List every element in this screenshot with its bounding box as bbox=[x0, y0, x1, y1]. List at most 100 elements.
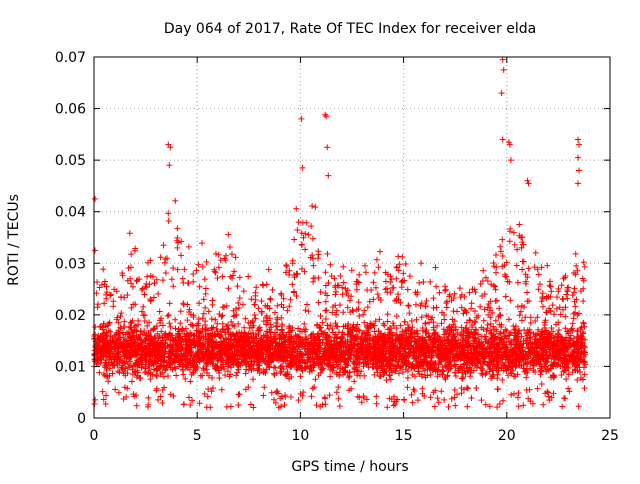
data-point-4671 bbox=[459, 375, 465, 381]
data-point-688 bbox=[400, 278, 406, 284]
data-point-213 bbox=[432, 403, 438, 409]
data-point-2364 bbox=[236, 392, 242, 398]
data-point-4273 bbox=[145, 395, 151, 401]
data-point-2748 bbox=[220, 304, 226, 310]
data-point-2119 bbox=[243, 370, 249, 376]
data-point-888 bbox=[264, 281, 270, 287]
data-point-416 bbox=[283, 262, 289, 268]
data-point-4392 bbox=[515, 280, 521, 286]
data-point-4607 bbox=[278, 291, 284, 297]
data-point-1175 bbox=[213, 270, 219, 276]
data-point-4810 bbox=[372, 270, 378, 276]
data-point-2948 bbox=[202, 276, 208, 282]
data-point-40 bbox=[375, 264, 381, 270]
data-point-2381 bbox=[110, 298, 116, 304]
data-point-4705 bbox=[167, 324, 173, 330]
data-point-1869 bbox=[166, 312, 172, 318]
data-point-2689 bbox=[540, 290, 546, 296]
data-point-4136 bbox=[173, 372, 179, 378]
data-point-2316 bbox=[404, 384, 410, 390]
data-point-852 bbox=[304, 301, 310, 307]
data-point-1419 bbox=[452, 291, 458, 297]
data-point-3374 bbox=[186, 395, 192, 401]
data-point-1814 bbox=[306, 232, 312, 238]
data-point-3394 bbox=[324, 323, 330, 329]
data-point-2458 bbox=[478, 397, 484, 403]
data-point-1723 bbox=[580, 320, 586, 326]
data-point-4963 bbox=[405, 375, 411, 381]
data-point-577 bbox=[166, 320, 172, 326]
data-point-3397 bbox=[340, 309, 346, 315]
data-point-4827 bbox=[180, 368, 186, 374]
data-point-2433 bbox=[322, 308, 328, 314]
data-point-3273 bbox=[271, 364, 277, 370]
data-point-1752 bbox=[570, 292, 576, 298]
data-point-2722 bbox=[177, 320, 183, 326]
data-point-4504 bbox=[116, 390, 122, 396]
data-point-2949 bbox=[361, 373, 367, 379]
data-point-1284 bbox=[415, 397, 421, 403]
data-point-4673 bbox=[272, 310, 278, 316]
data-point-3912 bbox=[559, 282, 565, 288]
data-point-3143 bbox=[554, 306, 560, 312]
data-point-1209 bbox=[309, 393, 315, 399]
data-point-4313 bbox=[443, 300, 449, 306]
data-point-2855 bbox=[105, 378, 111, 384]
data-point-4731 bbox=[547, 308, 553, 314]
data-point-2737 bbox=[519, 317, 525, 323]
data-point-3003 bbox=[237, 391, 243, 397]
data-point-2035 bbox=[333, 289, 339, 295]
data-point-3118 bbox=[493, 270, 499, 276]
data-point-4553 bbox=[178, 252, 184, 258]
data-point-4736 bbox=[499, 377, 505, 383]
data-point-4616 bbox=[112, 387, 118, 393]
data-point-300 bbox=[309, 203, 315, 209]
data-point-1005 bbox=[118, 313, 124, 319]
data-point-1386 bbox=[556, 327, 562, 333]
data-point-821 bbox=[107, 293, 113, 299]
data-point-4345 bbox=[92, 324, 98, 330]
data-point-1949 bbox=[543, 309, 549, 315]
data-point-3559 bbox=[248, 296, 254, 302]
data-point-11 bbox=[250, 376, 256, 382]
data-point-1641 bbox=[385, 311, 391, 317]
data-point-3905 bbox=[395, 253, 401, 259]
data-point-678 bbox=[417, 303, 423, 309]
data-point-2090 bbox=[129, 379, 135, 385]
data-point-2818 bbox=[225, 232, 231, 238]
data-point-4463 bbox=[572, 303, 578, 309]
data-point-1623 bbox=[389, 276, 395, 282]
data-point-2628 bbox=[427, 279, 433, 285]
data-point-2038 bbox=[465, 385, 471, 391]
data-point-3426 bbox=[201, 296, 207, 302]
data-point-4445 bbox=[433, 264, 439, 270]
data-point-2200 bbox=[516, 403, 522, 409]
data-point-1432 bbox=[180, 300, 186, 306]
data-point-1765 bbox=[401, 396, 407, 402]
data-point-4587 bbox=[319, 320, 325, 326]
data-point-858 bbox=[443, 287, 449, 293]
data-point-3165 bbox=[507, 297, 513, 303]
data-point-1359 bbox=[166, 218, 172, 224]
data-point-4853 bbox=[451, 395, 457, 401]
data-point-4829 bbox=[144, 284, 150, 290]
data-point-2912 bbox=[169, 276, 175, 282]
data-point-631 bbox=[245, 273, 251, 279]
data-point-4376 bbox=[520, 402, 526, 408]
data-point-180 bbox=[340, 291, 346, 297]
data-point-2430 bbox=[517, 312, 523, 318]
data-point-2863 bbox=[163, 270, 169, 276]
data-point-2329 bbox=[560, 296, 566, 302]
data-point-1176 bbox=[478, 370, 484, 376]
data-point-105 bbox=[407, 273, 413, 279]
data-point-1934 bbox=[316, 300, 322, 306]
data-point-690 bbox=[405, 287, 411, 293]
data-point-1807 bbox=[410, 400, 416, 406]
data-point-1519 bbox=[337, 273, 343, 279]
data-point-3952 bbox=[157, 308, 163, 314]
data-point-1944 bbox=[260, 392, 266, 398]
data-point-890 bbox=[297, 373, 303, 379]
data-point-4219 bbox=[231, 268, 237, 274]
data-point-4511 bbox=[400, 270, 406, 276]
